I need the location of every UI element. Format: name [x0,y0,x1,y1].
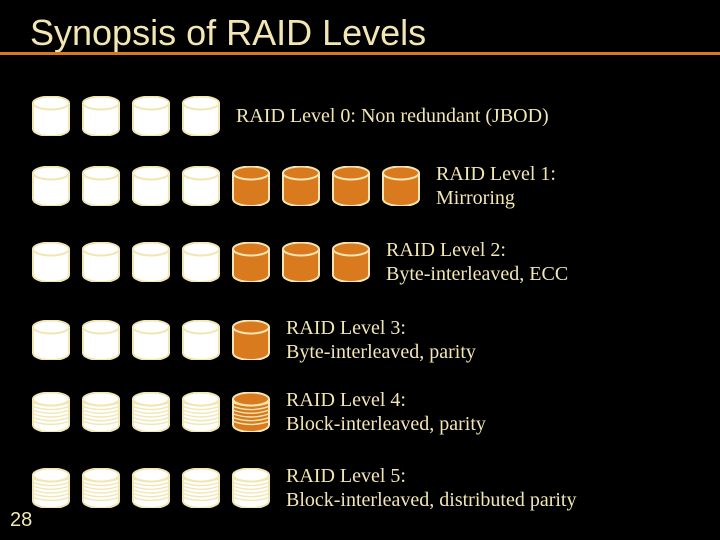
raid-level-label: RAID Level 3:Byte-interleaved, parity [286,316,476,364]
raid-row-0: RAID Level 0: Non redundant (JBOD) [32,96,549,136]
disk-icon [82,468,120,508]
disk-icon [282,166,320,206]
raid-row-3: RAID Level 3:Byte-interleaved, parity [32,316,476,364]
raid-row-2: RAID Level 2:Byte-interleaved, ECC [32,238,568,286]
disk-icon [232,392,270,432]
disk-group [32,242,370,282]
disk-icon [182,320,220,360]
disk-icon [132,166,170,206]
disk-icon [32,166,70,206]
accent-bar [0,52,720,55]
disk-icon [82,166,120,206]
disk-icon [132,468,170,508]
disk-icon [32,96,70,136]
slide-title: Synopsis of RAID Levels [30,12,426,54]
disk-icon [232,166,270,206]
disk-icon [182,242,220,282]
disk-icon [82,242,120,282]
disk-icon [132,320,170,360]
disk-icon [82,320,120,360]
disk-icon [82,96,120,136]
raid-level-label: RAID Level 5:Block-interleaved, distribu… [286,464,576,512]
raid-row-5: RAID Level 5:Block-interleaved, distribu… [32,464,576,512]
disk-icon [32,468,70,508]
disk-icon [182,392,220,432]
disk-group [32,392,270,432]
disk-icon [332,242,370,282]
disk-icon [32,242,70,282]
disk-group [32,96,220,136]
disk-icon [32,320,70,360]
disk-icon [382,166,420,206]
disk-group [32,166,420,206]
disk-icon [232,468,270,508]
disk-icon [332,166,370,206]
raid-row-1: RAID Level 1:Mirroring [32,162,556,210]
disk-icon [182,166,220,206]
disk-icon [32,392,70,432]
raid-level-label: RAID Level 0: Non redundant (JBOD) [236,104,549,128]
disk-icon [232,242,270,282]
raid-row-4: RAID Level 4:Block-interleaved, parity [32,388,486,436]
disk-icon [132,96,170,136]
disk-group [32,320,270,360]
disk-icon [182,468,220,508]
disk-icon [282,242,320,282]
slide-number: 28 [10,509,32,532]
raid-level-label: RAID Level 2:Byte-interleaved, ECC [386,238,568,286]
disk-group [32,468,270,508]
raid-level-label: RAID Level 4:Block-interleaved, parity [286,388,486,436]
disk-icon [82,392,120,432]
raid-level-label: RAID Level 1:Mirroring [436,162,556,210]
disk-icon [182,96,220,136]
disk-icon [132,392,170,432]
disk-icon [132,242,170,282]
disk-icon [232,320,270,360]
